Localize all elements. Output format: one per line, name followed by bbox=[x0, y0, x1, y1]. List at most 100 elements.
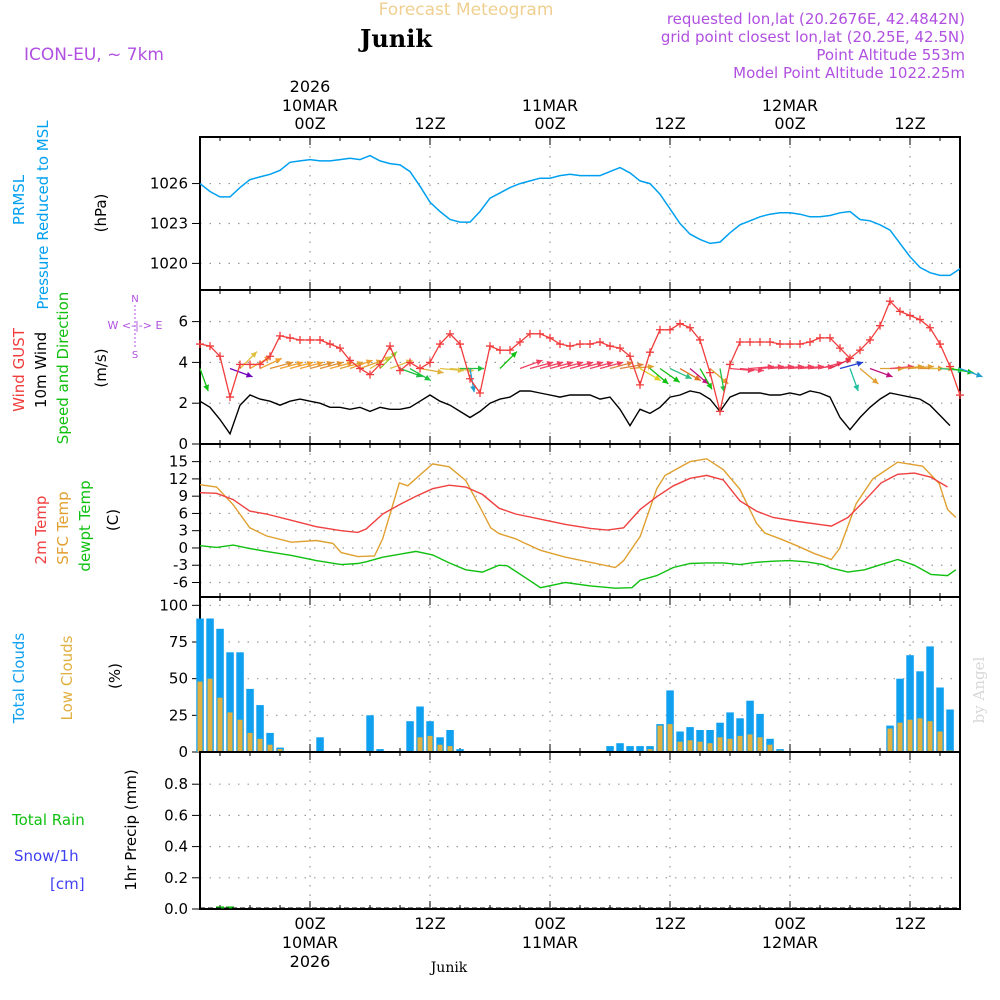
gust-marker bbox=[626, 352, 634, 361]
top-hour-label: 12Z bbox=[414, 114, 445, 133]
gust-marker bbox=[206, 342, 214, 351]
total-cloud-bar bbox=[896, 678, 904, 752]
model-altitude: Model Point Altitude 1022.25m bbox=[733, 64, 965, 82]
gust-marker bbox=[896, 307, 904, 316]
gust-marker bbox=[516, 338, 524, 346]
low-cloud-bar bbox=[417, 737, 423, 752]
gust-marker bbox=[236, 360, 244, 369]
gust-marker bbox=[426, 358, 434, 367]
pressure-line bbox=[199, 154, 961, 277]
wind-arrow-head bbox=[647, 364, 654, 370]
total-cloud-bar bbox=[436, 737, 444, 752]
gust-marker bbox=[836, 344, 844, 353]
rain-label: Total Rain bbox=[11, 811, 85, 829]
total-cloud-bar bbox=[726, 712, 734, 752]
low-cloud-bar bbox=[937, 731, 943, 752]
total-cloud-bar bbox=[936, 687, 944, 752]
bottom-hour-label: 12Z bbox=[414, 914, 445, 933]
gust-marker bbox=[336, 344, 344, 353]
gust-marker bbox=[736, 338, 744, 346]
wind-arrow-head bbox=[478, 365, 484, 372]
total-cloud-bar bbox=[266, 732, 274, 752]
dewpt-label: dewpt Temp bbox=[76, 480, 94, 571]
precip-panel-ytick-label: 0.8 bbox=[164, 775, 188, 793]
location-title: Junik bbox=[358, 24, 433, 53]
wind-arrow-head bbox=[326, 361, 334, 367]
total-cloud-bar bbox=[946, 709, 954, 752]
wind-arrow-head bbox=[885, 371, 893, 378]
low-cloud-bar bbox=[217, 697, 223, 752]
gust-marker bbox=[486, 342, 494, 351]
gust-marker bbox=[386, 342, 394, 351]
snow-unit: [cm] bbox=[50, 875, 85, 893]
t2m-label: 2m Temp bbox=[32, 496, 50, 565]
total-cloud-bar bbox=[616, 743, 624, 752]
chart-title: Forecast Meteogram bbox=[379, 0, 554, 20]
wind-arrow-head bbox=[616, 361, 624, 367]
wind-arrow-head bbox=[203, 384, 209, 392]
wind-arrow-head bbox=[576, 361, 584, 367]
requested-coords: requested lon,lat (20.2676E, 42.4842N) bbox=[667, 10, 965, 28]
bottom-hour-label: 12Z bbox=[894, 914, 925, 933]
low-cloud-bar bbox=[747, 734, 753, 752]
gust-marker bbox=[816, 333, 824, 342]
pressure-panel-ytick-label: 1026 bbox=[150, 175, 188, 193]
gust-marker bbox=[406, 358, 414, 367]
bottom-day-label: 12MAR bbox=[762, 933, 818, 952]
total-cloud-bar bbox=[446, 730, 454, 752]
wind-arrow-head bbox=[336, 361, 344, 367]
total-cloud-bar bbox=[736, 718, 744, 752]
tsfc-line bbox=[199, 458, 957, 569]
gust-label: Wind GUST bbox=[10, 327, 28, 412]
total-cloud-bar bbox=[706, 730, 714, 752]
gust-marker bbox=[796, 340, 804, 349]
gust-marker bbox=[396, 366, 404, 375]
wind-arrow-head bbox=[856, 361, 864, 367]
gust-marker bbox=[526, 329, 534, 338]
gust-marker bbox=[926, 323, 934, 332]
clouds-panel-ytick-label: 100 bbox=[159, 596, 188, 614]
temp2m-line bbox=[199, 472, 948, 534]
rain-bar bbox=[226, 906, 234, 909]
gust-marker bbox=[756, 338, 764, 346]
wind-panel-ytick-label: 0 bbox=[178, 435, 188, 453]
low-cloud-bar bbox=[907, 719, 913, 752]
gust-marker bbox=[546, 333, 554, 342]
low-cloud-bar bbox=[737, 735, 743, 752]
gust-marker bbox=[366, 370, 374, 379]
low-cloud-bar bbox=[767, 744, 773, 752]
wind-arrow-head bbox=[437, 368, 444, 375]
temperature-panel-frame bbox=[199, 443, 961, 598]
gust-marker bbox=[376, 360, 384, 369]
total-cloud-bar bbox=[666, 690, 674, 752]
wind-arrow-head bbox=[264, 356, 271, 363]
temperature-panel-ytick-label: 9 bbox=[178, 487, 188, 505]
gust-marker bbox=[846, 354, 854, 363]
wind-arrow-head bbox=[286, 361, 294, 367]
gust-marker bbox=[596, 338, 604, 346]
precip-panel-ytick-label: 0.4 bbox=[164, 838, 188, 856]
wind10m-label: 10m Wind bbox=[32, 332, 50, 408]
credit-watermark: by Angel bbox=[970, 656, 988, 723]
compass-north: N bbox=[131, 294, 138, 305]
bottom-year-label: 2026 bbox=[290, 952, 331, 971]
temperature-panel-ytick-label: 12 bbox=[169, 470, 188, 488]
gust-marker bbox=[676, 319, 684, 328]
wind-arrow-head bbox=[316, 361, 324, 367]
clouds-panel-ytick-label: 25 bbox=[169, 706, 188, 724]
low-cloud-bar bbox=[207, 678, 213, 752]
gust-marker bbox=[446, 329, 454, 338]
temperature-panel-ytick-label: 15 bbox=[169, 453, 188, 471]
pressure-panel-ytick-label: 1020 bbox=[150, 254, 188, 272]
gust-marker bbox=[826, 333, 834, 342]
wind-panel-ytick-label: 2 bbox=[178, 394, 188, 412]
total-cloud-bar bbox=[256, 705, 264, 752]
top-hour-label: 12Z bbox=[894, 114, 925, 133]
gust-marker bbox=[656, 325, 664, 334]
gust-marker bbox=[456, 340, 464, 349]
gust-marker bbox=[726, 360, 734, 369]
low-cloud-bar bbox=[447, 746, 453, 752]
low-cloud-bar bbox=[707, 743, 713, 752]
gust-marker bbox=[606, 342, 614, 351]
